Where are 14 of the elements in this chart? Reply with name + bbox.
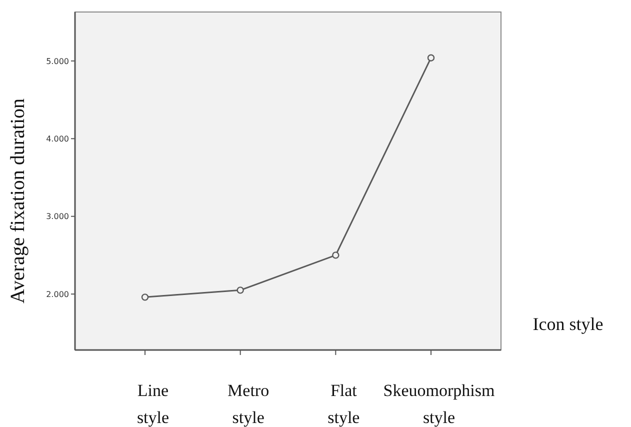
x-tick-label: Metro style	[228, 381, 270, 427]
y-tick-label: 5.000	[46, 56, 69, 66]
x-axis-title: Icon style	[532, 314, 604, 334]
y-axis-title: Average fixation duration	[7, 98, 29, 304]
y-tick-label: 3.000	[46, 212, 69, 222]
x-tick-label: Line style	[136, 381, 170, 427]
point	[427, 54, 435, 62]
y-tick-label: 4.000	[46, 134, 69, 144]
y-tick-label: 2.000	[46, 290, 69, 299]
x-tick-label: Flat style	[328, 381, 360, 427]
point	[141, 294, 149, 301]
point	[332, 252, 340, 259]
x-tick-label: Skeuomorphism style	[383, 381, 495, 427]
point	[236, 286, 244, 294]
